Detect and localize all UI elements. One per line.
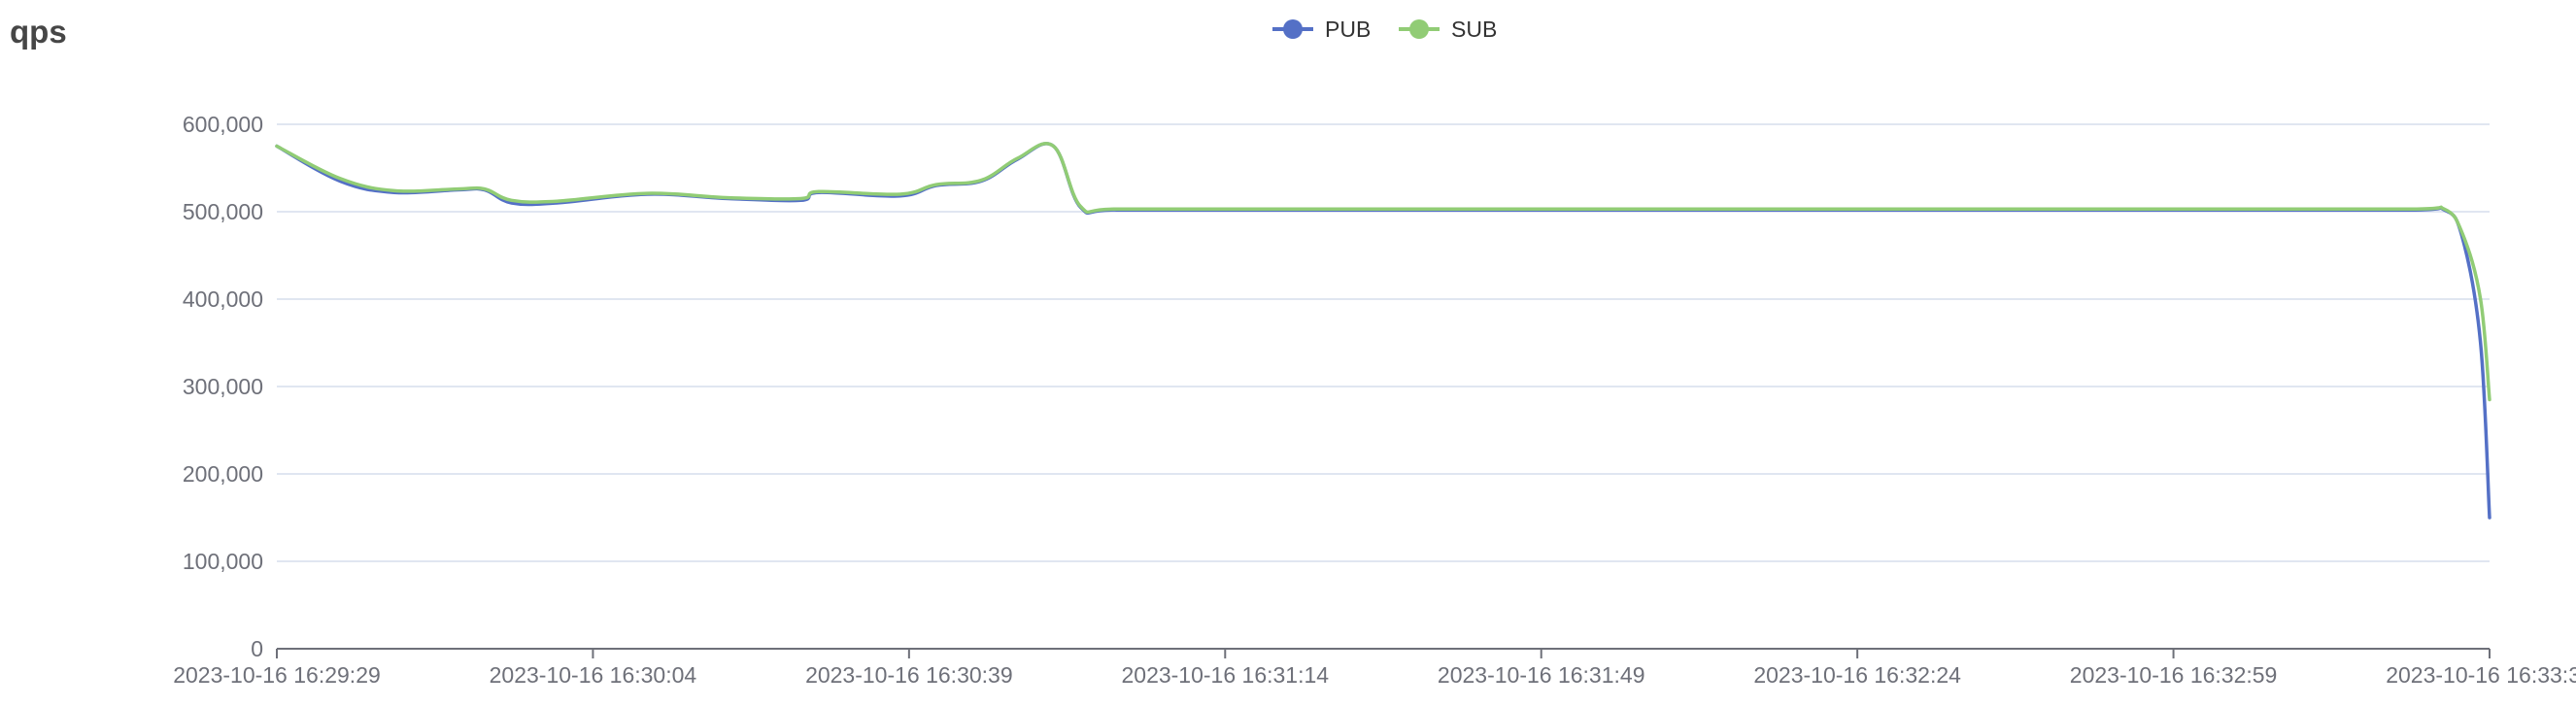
legend-circle-icon — [1409, 19, 1429, 39]
legend-item-sub[interactable]: SUB — [1399, 17, 1497, 42]
x-tick-label: 2023-10-16 16:31:49 — [1438, 662, 1645, 688]
x-tick-label: 2023-10-16 16:32:24 — [1753, 662, 1961, 688]
axes: 0 100,000 200,000 300,000 400,000 500,000 600,… — [173, 112, 2576, 688]
y-tick-label: 200,000 — [183, 461, 263, 487]
x-tick-label: 2023-10-16 16:33:34 — [2386, 662, 2576, 688]
x-tick-label: 2023-10-16 16:32:59 — [2070, 662, 2278, 688]
y-tick-label: 600,000 — [183, 112, 263, 137]
y-tick-label: 400,000 — [183, 286, 263, 312]
x-tick-label: 2023-10-16 16:31:14 — [1121, 662, 1329, 688]
y-tick-label: 300,000 — [183, 374, 263, 399]
series-line-sub — [275, 142, 2491, 402]
legend-item-pub[interactable]: PUB — [1272, 17, 1371, 42]
chart-title: qps — [10, 14, 67, 50]
x-tick-label: 2023-10-16 16:30:39 — [805, 662, 1013, 688]
legend-label: SUB — [1451, 17, 1497, 42]
legend-circle-icon — [1283, 19, 1303, 39]
grid-lines — [277, 123, 2490, 562]
legend[interactable]: PUB SUB — [1272, 17, 1497, 42]
y-tick-label: 0 — [251, 636, 263, 661]
y-tick-label: 100,000 — [183, 549, 263, 574]
series-line-pub — [275, 142, 2491, 520]
x-tick-label: 2023-10-16 16:30:04 — [490, 662, 697, 688]
series-lines — [275, 142, 2491, 520]
legend-label: PUB — [1325, 17, 1371, 42]
y-tick-label: 500,000 — [183, 199, 263, 224]
x-tick-label: 2023-10-16 16:29:29 — [173, 662, 381, 688]
